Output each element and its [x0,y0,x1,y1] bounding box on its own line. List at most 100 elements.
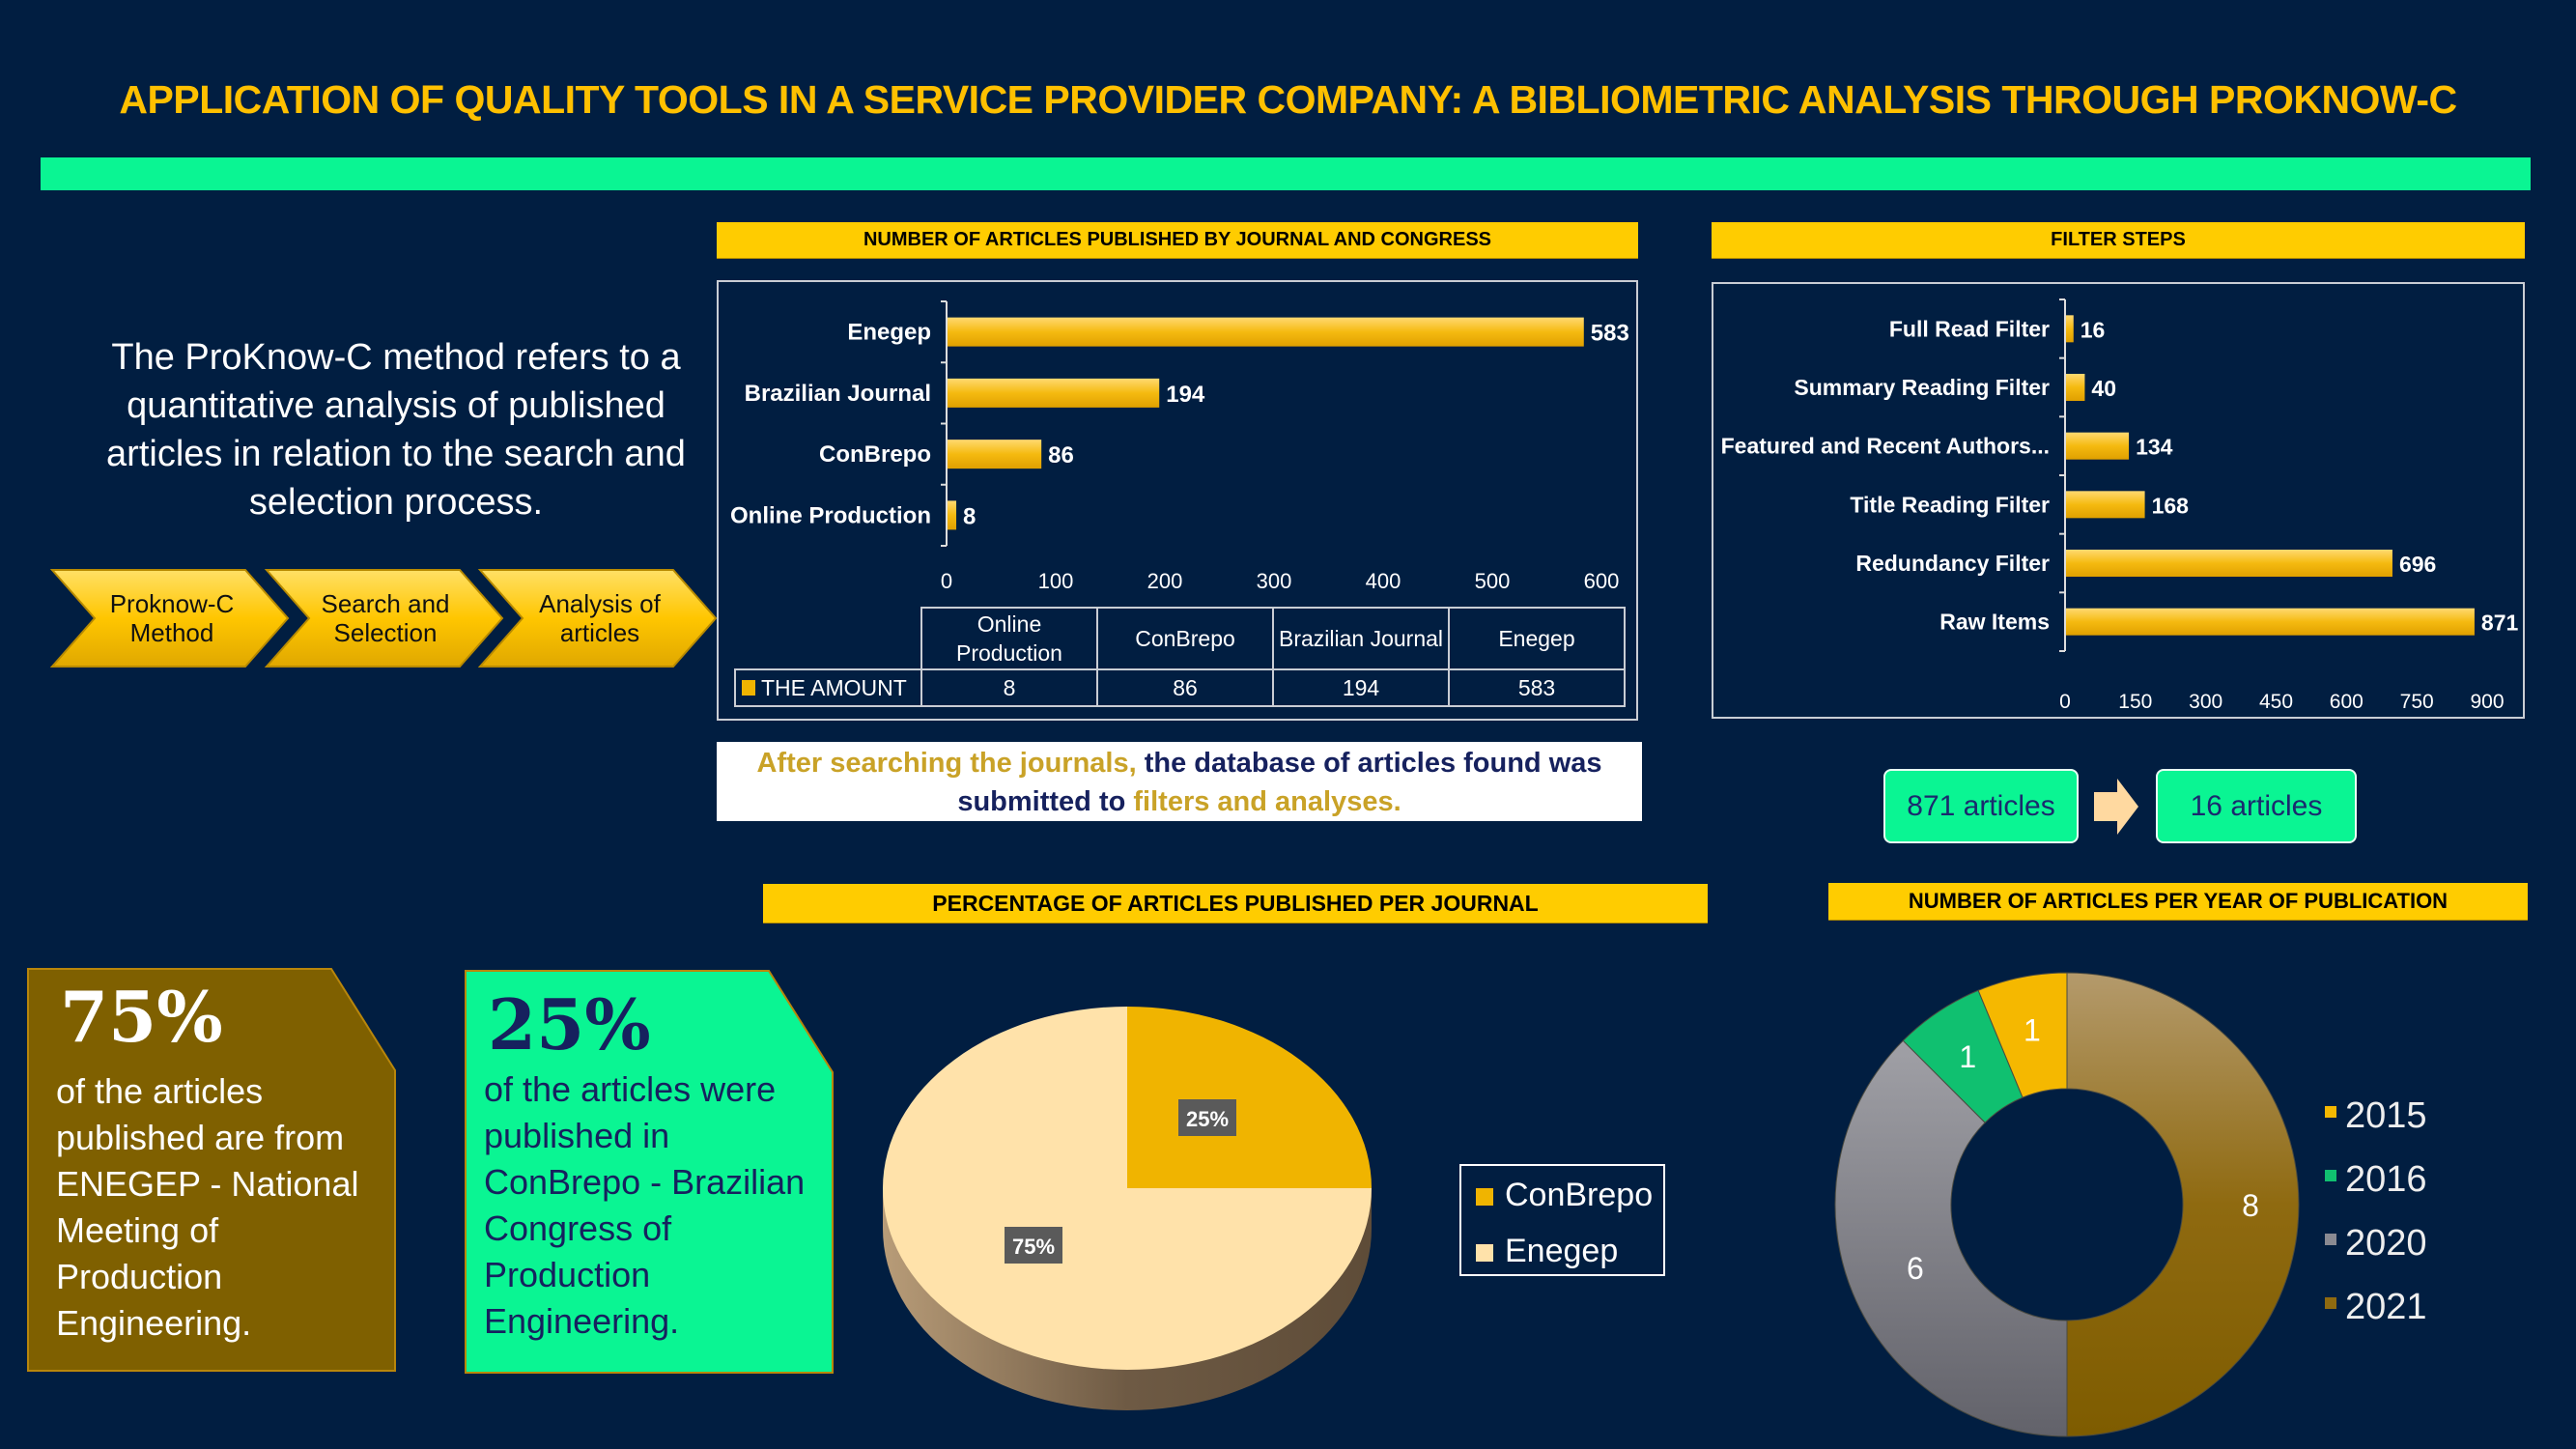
donut-slice [1977,972,2068,1098]
bar [2066,608,2475,636]
category-label: Redundancy Filter [1855,551,2050,576]
card-shape [27,968,396,1372]
journal-data-table: Online Production ConBrepo Brazilian Jour… [734,607,1626,707]
table-header-row: Online Production ConBrepo Brazilian Jour… [735,607,1626,670]
x-tick-label: 100 [1038,569,1074,593]
summary-note: After searching the journals, the databa… [717,742,1642,821]
data-label: 16 [2081,317,2106,342]
table-row: THE AMOUNT 8 86 194 583 [734,668,1626,707]
step-line: Selection [333,618,438,647]
category-label: Summary Reading Filter [1794,375,2050,400]
category-label: ConBrepo [819,441,931,468]
category-label: Full Read Filter [1889,316,2050,341]
process-chevrons [49,569,718,668]
step-label-analysis: Analysis of articles [503,589,696,647]
year-donut-chart: 8 6 1 1 2015 2016 2020 2021 [1834,972,2427,1437]
bar [2066,315,2074,343]
x-tick-label: 300 [1257,569,1292,593]
legend-swatch [1476,1188,1493,1206]
legend-label: 2020 [2345,1223,2427,1264]
legend-swatch [1476,1244,1493,1262]
table-header-cell: Brazilian Journal [1272,607,1450,670]
legend-label: Enegep [1505,1233,1618,1269]
data-label: 871 [2481,611,2519,636]
journal-chart-frame [717,280,1638,721]
bar [948,378,1160,408]
donut-slice [1834,1039,2068,1437]
data-label: 134 [2136,435,2173,460]
journal-chart-header: NUMBER OF ARTICLES PUBLISHED BY JOURNAL … [717,222,1638,258]
x-tick-label: 750 [2400,691,2434,713]
line: of the articles were [484,1069,777,1109]
bar [948,440,1042,469]
data-label: 194 [1166,382,1205,408]
data-label: 168 [2152,493,2190,518]
legend-swatch [2325,1234,2336,1245]
category-label: Enegep [847,320,931,346]
legend-label: 2015 [2345,1095,2427,1136]
data-label: 25% [1186,1107,1229,1131]
legend-box [1459,1164,1665,1276]
line: published are from [56,1118,345,1157]
header-line: Production [956,640,1062,666]
donut-slice [2066,972,2300,1437]
x-tick-label: 0 [2059,691,2071,713]
category-label: Online Production [730,502,931,528]
table-header-cell: Online Production [920,607,1098,670]
x-tick-label: 300 [2189,691,2222,713]
data-label: 1 [2024,1013,2041,1048]
journal-pie-chart: 25% 75% ConBrepo Enegep [883,1007,1665,1410]
data-label: 6 [1907,1251,1924,1286]
stat-percent: 25% [488,983,651,1065]
legend-label: 2021 [2345,1287,2427,1327]
card-shape [465,970,834,1374]
pie-slice [883,1007,1372,1370]
step-line: Method [129,618,214,647]
step-line: Analysis of [539,589,661,618]
bar [948,500,957,530]
chevron-step-3 [477,569,718,668]
pie-chart-header: PERCENTAGE OF ARTICLES PUBLISHED PER JOU… [763,884,1708,923]
stat-percent: 75% [60,976,223,1058]
chevron-step-1 [49,569,290,668]
x-tick-label: 0 [941,569,952,593]
note-segment: After searching the journals, [756,748,1145,779]
step-line: Search and [321,589,450,618]
series-name: THE AMOUNT [761,674,907,700]
category-label: Brazilian Journal [745,381,931,407]
x-tick-label: 150 [2118,691,2152,713]
table-cell: 8 [920,668,1098,707]
page-title: APPLICATION OF QUALITY TOOLS IN A SERVIC… [119,77,2457,122]
arrow-right-icon [2094,779,2138,835]
data-label: 583 [1591,321,1629,347]
pie-slice [1127,1007,1372,1188]
table-cell: 86 [1096,668,1274,707]
journal-bar-chart: Enegep 583 Brazilian Journal 194 ConBrepo 86 O… [730,300,1629,593]
x-tick-label: 900 [2470,691,2504,713]
table-header-cell: Enegep [1448,607,1626,670]
data-label: 8 [963,503,976,529]
note-segment: the database of articles found was submi… [957,748,1602,817]
legend-swatch [2325,1297,2336,1309]
line: ConBrepo - Brazilian [484,1162,806,1202]
enegep-stat-card: 75% of the articles published are from ENE… [27,968,396,1372]
filter-bar-chart: Full Read Filter 16 Summary Reading Filter… [1721,298,2519,713]
x-tick-label: 200 [1147,569,1183,593]
legend-label: ConBrepo [1505,1177,1653,1213]
flow-from-box: 871 articles [1883,769,2079,843]
step-label-search: Search and Selection [289,589,482,647]
data-label: 40 [2091,376,2116,401]
step-line: articles [559,618,640,647]
x-tick-label: 600 [1584,569,1620,593]
bar [2066,491,2145,519]
flow-to-box: 16 articles [2156,769,2357,843]
bar [2066,432,2130,460]
stat-description: of the articles published are from ENEGEP … [56,1068,358,1347]
conbrepo-stat-card: 25% of the articles were published in ConB… [465,970,834,1374]
line: of the articles [56,1071,264,1111]
note-segment: filters and analyses. [1133,786,1401,817]
bar [2066,550,2392,577]
line: Production [56,1257,223,1296]
x-tick-label: 600 [2330,691,2364,713]
data-label: 8 [2242,1188,2259,1223]
